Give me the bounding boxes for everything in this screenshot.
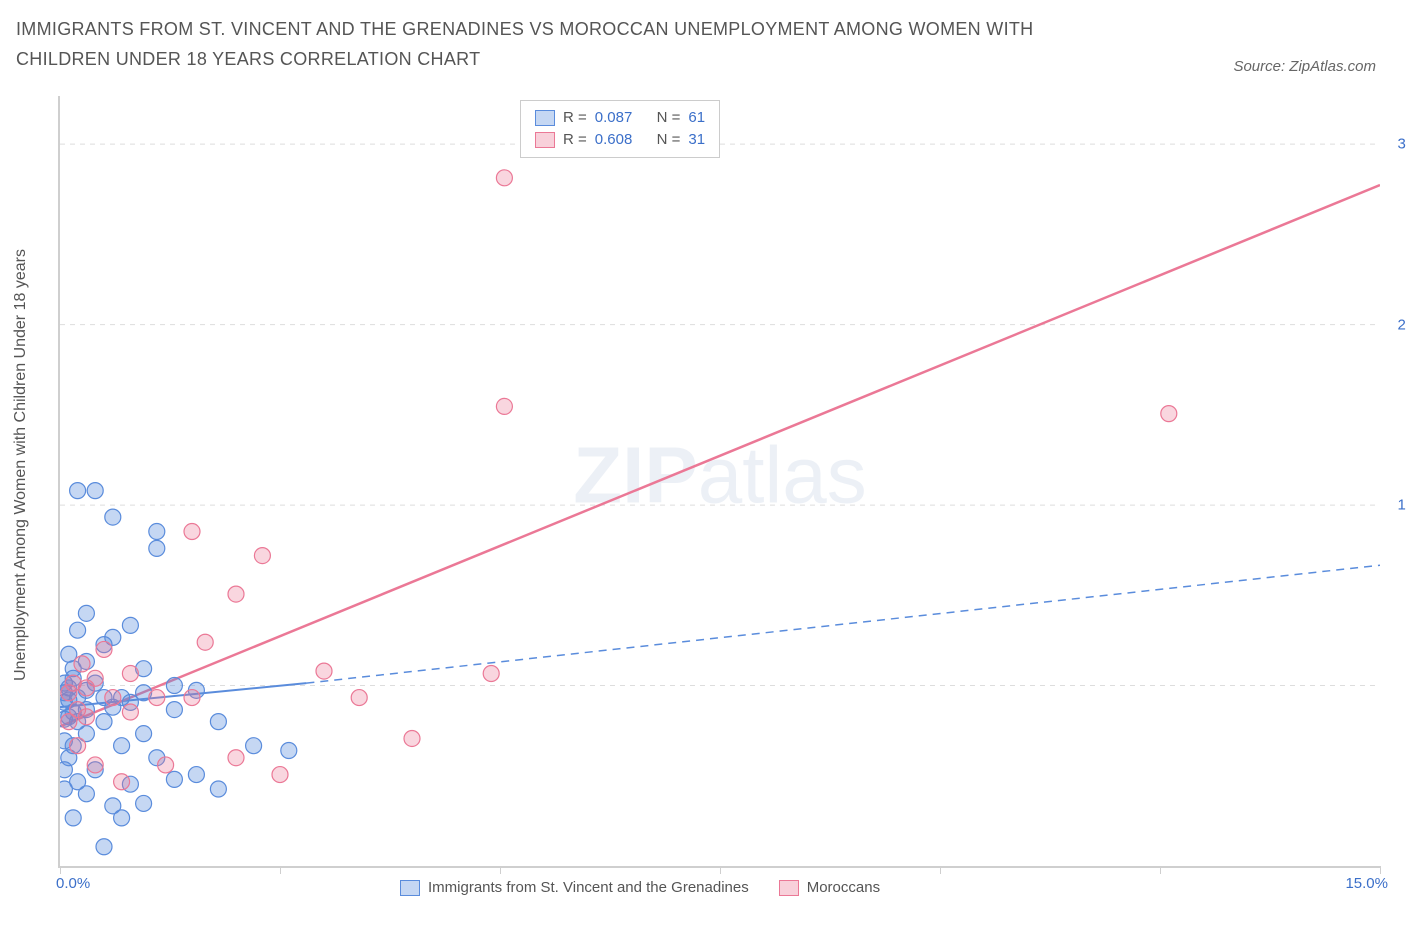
- chart-title: IMMIGRANTS FROM ST. VINCENT AND THE GREN…: [16, 14, 1116, 74]
- source-attribution: Source: ZipAtlas.com: [1233, 58, 1376, 75]
- swatch-blue-icon: [400, 880, 420, 896]
- swatch-pink-icon: [779, 880, 799, 896]
- x-tick: [60, 866, 61, 874]
- y-tick-label: 22.5%: [1390, 316, 1406, 333]
- x-tick: [1160, 866, 1161, 874]
- legend-r-mor: 0.608: [595, 129, 633, 151]
- legend-label-svg: Immigrants from St. Vincent and the Gren…: [428, 879, 749, 896]
- y-axis-label: Unemployment Among Women with Children U…: [12, 230, 30, 700]
- legend-r-label: R =: [563, 129, 587, 151]
- correlation-legend: R = 0.087 N = 61 R = 0.608 N = 31: [520, 100, 720, 158]
- y-tick-label: 30.0%: [1390, 136, 1406, 153]
- legend-item-mor: Moroccans: [779, 879, 880, 896]
- y-tick-label: 7.5%: [1390, 677, 1406, 694]
- x-tick: [500, 866, 501, 874]
- legend-n-mor: 31: [688, 129, 705, 151]
- legend-label-mor: Moroccans: [807, 879, 880, 896]
- x-tick: [940, 866, 941, 874]
- legend-row-svg: R = 0.087 N = 61: [535, 107, 705, 129]
- series-legend: Immigrants from St. Vincent and the Gren…: [400, 879, 880, 896]
- legend-r-label: R =: [563, 107, 587, 129]
- legend-r-svg: 0.087: [595, 107, 633, 129]
- legend-n-svg: 61: [688, 107, 705, 129]
- x-tick: [1380, 866, 1381, 874]
- plot-area: ZIPatlas 7.5%15.0%22.5%30.0% 0.0% 15.0% …: [58, 96, 1380, 868]
- legend-n-label: N =: [657, 107, 681, 129]
- swatch-pink-icon: [535, 132, 555, 148]
- x-tick: [280, 866, 281, 874]
- legend-n-label: N =: [657, 129, 681, 151]
- chart-svg: [60, 96, 1380, 866]
- legend-row-mor: R = 0.608 N = 31: [535, 129, 705, 151]
- x-tick-max: 15.0%: [1345, 875, 1388, 892]
- legend-item-svg: Immigrants from St. Vincent and the Gren…: [400, 879, 749, 896]
- x-tick: [720, 866, 721, 874]
- y-tick-label: 15.0%: [1390, 497, 1406, 514]
- swatch-blue-icon: [535, 110, 555, 126]
- x-tick-min: 0.0%: [56, 875, 90, 892]
